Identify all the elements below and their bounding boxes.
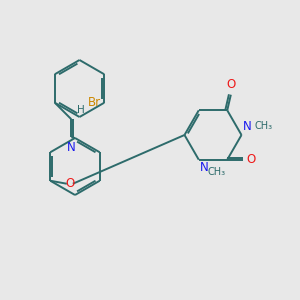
Text: N: N — [67, 141, 75, 154]
Text: N: N — [200, 161, 209, 174]
Text: N: N — [243, 121, 252, 134]
Text: Br: Br — [88, 96, 100, 109]
Text: O: O — [65, 177, 75, 190]
Text: O: O — [246, 153, 256, 166]
Text: O: O — [226, 78, 236, 91]
Text: CH₃: CH₃ — [255, 121, 273, 131]
Text: H: H — [77, 105, 85, 115]
Text: CH₃: CH₃ — [208, 167, 226, 177]
